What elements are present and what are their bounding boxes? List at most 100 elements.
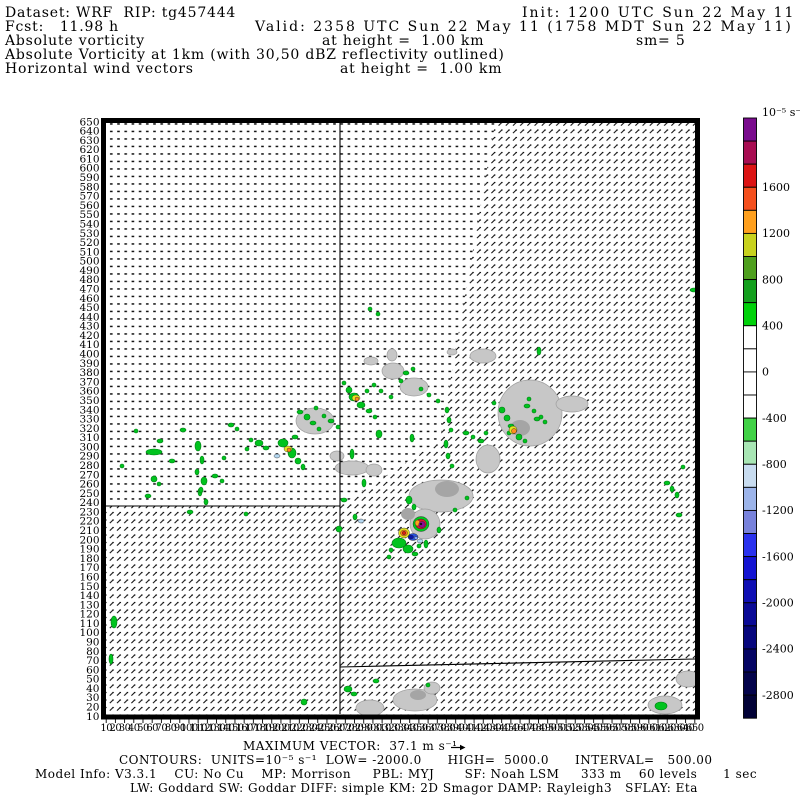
vorticity-speckle: [309, 420, 317, 426]
reflectivity-blob: [555, 395, 589, 413]
colorbar-tick-label: 1200: [762, 227, 790, 240]
colorbar-units-label: 10⁻⁵ s⁻¹: [762, 106, 800, 119]
colorbar-cell: [743, 325, 757, 350]
x-axis-tick-label: 130: [208, 723, 226, 734]
x-axis-tick-label: 230: [300, 723, 318, 734]
vorticity-speckle: [371, 382, 377, 388]
vorticity-speckle: [221, 455, 227, 461]
vortex-spot: [402, 531, 407, 536]
y-axis-tick-label: 580: [79, 181, 99, 193]
x-axis-labels: 1020304050607080901001101201301401501601…: [100, 723, 704, 734]
vorticity-speckle: [452, 507, 458, 513]
colorbar-cell: [743, 394, 757, 419]
vorticity-speckle: [435, 398, 441, 404]
y-axis-tick-label: 270: [79, 469, 99, 481]
colorbar-cell: [743, 348, 757, 373]
vorticity-speckle: [464, 495, 470, 501]
vorticity-speckle: [449, 463, 455, 469]
vorticity-speckle: [300, 463, 306, 471]
vorticity-speckle: [388, 394, 394, 400]
colorbar-cell: [743, 440, 757, 465]
x-axis-tick-label: 440: [493, 723, 511, 734]
reflectivity-blob: [365, 463, 383, 477]
vorticity-speckle: [378, 388, 384, 394]
y-axis-tick-label: 440: [79, 311, 99, 323]
footer-physics: LW: Goddard SW: Goddar DIFF: simple KM: …: [130, 781, 698, 795]
x-axis-tick-label: 360: [419, 723, 437, 734]
x-axis-tick-label: 620: [658, 723, 676, 734]
y-axis-tick-label: 640: [79, 126, 99, 138]
vorticity-speckle: [343, 685, 353, 693]
vorticity-speckle: [522, 438, 528, 444]
x-axis-tick-label: 390: [447, 723, 465, 734]
x-axis-tick-label: 290: [355, 723, 373, 734]
vorticity-speckle: [423, 539, 429, 549]
x-axis-tick-label: 340: [401, 723, 419, 734]
vorticity-speckle: [234, 426, 240, 432]
x-axis-tick-label: 530: [576, 723, 594, 734]
colorbar-cell: [743, 256, 757, 281]
x-axis-tick-label: 180: [254, 723, 272, 734]
vorticity-speckle: [533, 416, 541, 422]
reflectivity-core-blob: [410, 690, 426, 700]
x-axis-tick-label: 170: [245, 723, 263, 734]
vorticity-speckle: [448, 427, 454, 433]
colorbar-tick-label: -800: [762, 458, 787, 471]
x-axis-tick-label: 200: [272, 723, 290, 734]
vorticity-speckle: [477, 438, 485, 444]
y-axis-tick-label: 620: [79, 144, 99, 156]
max-vector-arrow-icon: [451, 744, 466, 751]
vorticity-speckle: [375, 311, 381, 317]
x-axis-tick-label: 20: [110, 723, 122, 734]
header-init-time: Init: 1200 UTC Sun 22 May 11: [522, 5, 796, 21]
vorticity-speckle: [367, 306, 373, 312]
reflectivity-blob: [497, 379, 563, 447]
vorticity-speckle: [227, 422, 235, 428]
y-axis-tick-label: 360: [79, 386, 99, 398]
header-fcst-hour: Fcst: 11.98 h: [5, 19, 119, 35]
y-axis-tick-label: 420: [79, 330, 99, 342]
vortex-couplet-spots: [273, 394, 518, 544]
vorticity-speckle: [199, 455, 205, 465]
reflectivity-blob: [386, 348, 398, 362]
vorticity-speckle: [361, 478, 367, 488]
x-axis-tick-label: 480: [530, 723, 548, 734]
vorticity-speckle: [411, 551, 419, 557]
x-axis-tick-label: 470: [520, 723, 538, 734]
x-axis-ticks: [105, 719, 696, 723]
y-axis-tick-label: 150: [79, 581, 99, 593]
vorticity-speckle: [409, 433, 415, 443]
vorticity-speckle: [198, 486, 204, 494]
x-axis-tick-label: 490: [539, 723, 557, 734]
y-axis-tick-label: 390: [79, 358, 99, 370]
vorticity-speckle: [402, 370, 410, 376]
x-axis-tick-label: 590: [631, 723, 649, 734]
vorticity-speckle: [144, 493, 152, 499]
y-axis-tick-label: 500: [79, 256, 99, 268]
y-axis-tick-label: 80: [86, 646, 99, 658]
vorticity-speckle: [526, 396, 532, 402]
vorticity-speckle: [316, 426, 322, 432]
x-axis-tick-label: 80: [165, 723, 177, 734]
x-axis-tick-label: 430: [484, 723, 502, 734]
vorticity-speckle: [405, 495, 413, 505]
vorticity-speckle: [675, 512, 683, 518]
colorbar-cell: [743, 463, 757, 488]
colorbar-cell: [743, 579, 757, 604]
colorbar-cell: [743, 417, 757, 442]
x-axis-tick-label: 310: [373, 723, 391, 734]
vorticity-speckle: [345, 386, 353, 394]
y-axis-tick-label: 220: [79, 516, 99, 528]
reflectivity-blob: [355, 699, 385, 716]
x-axis-tick-label: 240: [309, 723, 327, 734]
y-axis-tick-label: 480: [79, 274, 99, 286]
x-axis-tick-label: 400: [456, 723, 474, 734]
footer-model-info: Model Info: V3.3.1 CU: No Cu MP: Morriso…: [35, 767, 758, 781]
vorticity-speckle: [372, 414, 378, 420]
colorbar-cell: [743, 533, 757, 558]
y-axis-tick-label: 410: [79, 339, 99, 351]
y-axis-tick-label: 540: [79, 218, 99, 230]
colorbar-cell: [743, 648, 757, 673]
y-axis-tick-label: 240: [79, 497, 99, 509]
x-axis-tick-label: 160: [235, 723, 253, 734]
